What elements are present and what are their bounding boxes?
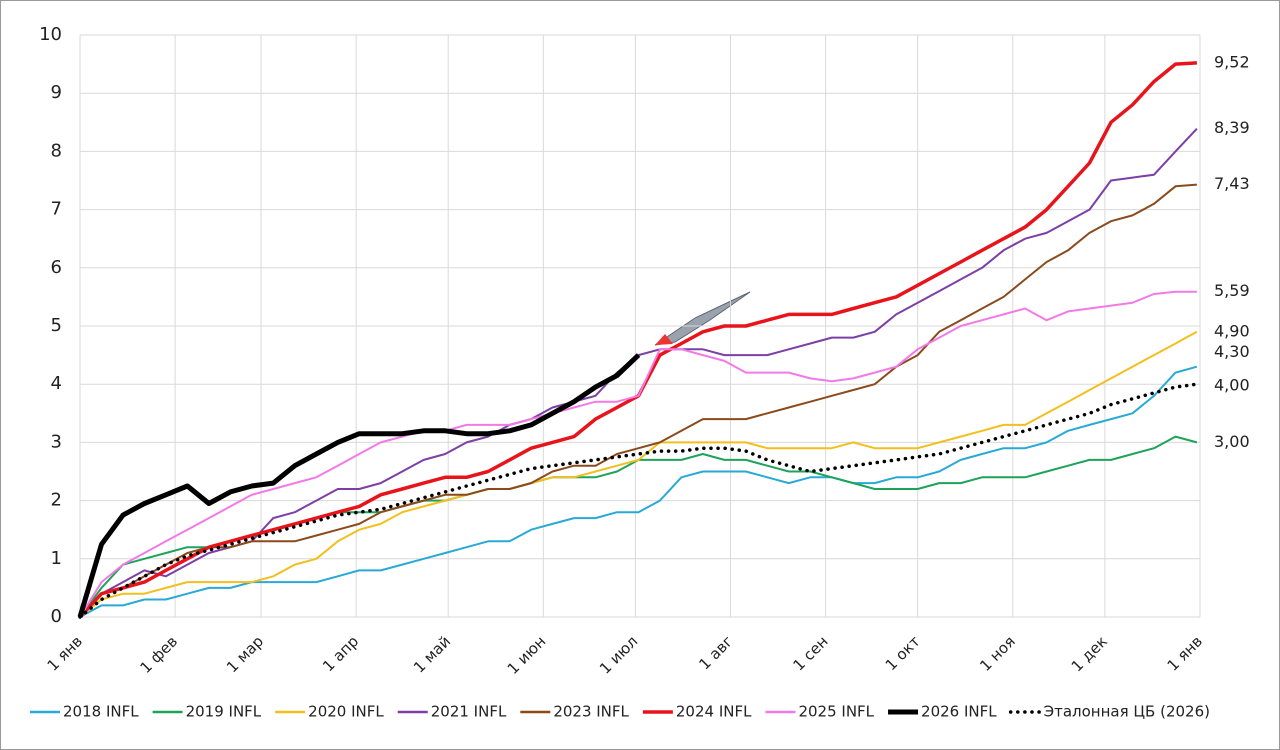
end-label: 4,30 — [1214, 342, 1250, 361]
legend-label: 2019 INFL — [186, 703, 262, 721]
series-line — [79, 330, 1198, 618]
y-tick-label: 1 — [51, 548, 62, 569]
legend-label: 2025 INFL — [798, 703, 874, 721]
end-label: 4,90 — [1214, 321, 1250, 340]
series-line — [78, 382, 1199, 619]
grid-layer — [79, 34, 1201, 618]
jet-flame — [655, 334, 673, 345]
jet — [654, 291, 751, 346]
y-tick-label: 9 — [51, 82, 62, 103]
end-label: 9,52 — [1214, 52, 1250, 71]
y-tick-label: 3 — [51, 431, 62, 452]
y-tick-label: 5 — [51, 315, 62, 336]
y-tick-label: 7 — [51, 199, 62, 220]
legend-label: 2024 INFL — [676, 703, 752, 721]
series-line — [77, 353, 641, 618]
y-tick-label: 2 — [51, 490, 62, 511]
y-tick-label: 6 — [51, 257, 62, 278]
series-line — [79, 290, 1197, 618]
series-line — [79, 365, 1198, 618]
y-tick-label: 8 — [51, 140, 62, 161]
series-line — [79, 183, 1197, 618]
legend-label: 2021 INFL — [431, 703, 507, 721]
y-tick-label: 10 — [39, 24, 62, 45]
legend-label: 2020 INFL — [308, 703, 384, 721]
end-label: 8,39 — [1214, 118, 1250, 137]
end-label: 7,43 — [1214, 174, 1250, 193]
end-label: 4,00 — [1214, 376, 1250, 395]
legend-label: 2026 INFL — [921, 703, 997, 721]
y-tick-label: 4 — [51, 373, 62, 394]
legend-label: 2018 INFL — [63, 703, 139, 721]
end-label: 5,59 — [1214, 281, 1250, 300]
legend-label: 2023 INFL — [553, 703, 629, 721]
end-label: 3,00 — [1214, 432, 1250, 451]
legend-label: Эталонная ЦБ (2026) — [1044, 703, 1210, 721]
y-tick-label: 0 — [51, 606, 62, 627]
